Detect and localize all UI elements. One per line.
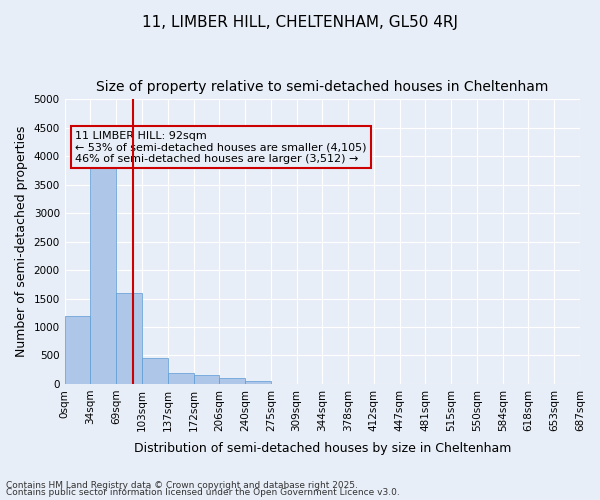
Text: 11 LIMBER HILL: 92sqm
← 53% of semi-detached houses are smaller (4,105)
46% of s: 11 LIMBER HILL: 92sqm ← 53% of semi-deta… (75, 130, 367, 164)
Text: Contains public sector information licensed under the Open Government Licence v3: Contains public sector information licen… (6, 488, 400, 497)
X-axis label: Distribution of semi-detached houses by size in Cheltenham: Distribution of semi-detached houses by … (134, 442, 511, 455)
Bar (168, 372, 193, 384)
Bar (142, 358, 168, 384)
Bar (245, 381, 271, 384)
Text: Contains HM Land Registry data © Crown copyright and database right 2025.: Contains HM Land Registry data © Crown c… (6, 480, 358, 490)
Text: 11, LIMBER HILL, CHELTENHAM, GL50 4RJ: 11, LIMBER HILL, CHELTENHAM, GL50 4RJ (142, 15, 458, 30)
Title: Size of property relative to semi-detached houses in Cheltenham: Size of property relative to semi-detach… (96, 80, 548, 94)
Y-axis label: Number of semi-detached properties: Number of semi-detached properties (15, 126, 28, 358)
Bar (193, 376, 219, 384)
Bar (65, 316, 91, 384)
Bar (219, 378, 245, 384)
Bar (116, 293, 142, 384)
Bar (91, 154, 116, 384)
